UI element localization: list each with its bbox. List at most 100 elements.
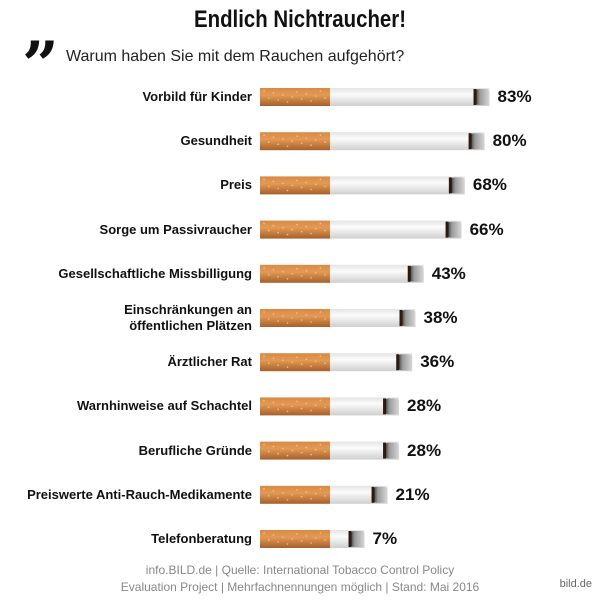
filter-speck <box>300 407 303 410</box>
filter-speck <box>263 178 265 181</box>
filter-speck <box>296 91 298 93</box>
filter-speck <box>282 536 284 538</box>
filter-speck <box>267 495 270 497</box>
filter-speck <box>267 318 270 320</box>
filter-speck <box>263 311 265 313</box>
ember <box>371 486 375 503</box>
filter-speck <box>319 311 322 313</box>
filter-speck <box>291 96 294 98</box>
filter <box>260 176 330 195</box>
filter-speck <box>296 268 298 270</box>
value-label: 7% <box>372 529 398 548</box>
filter-speck <box>277 276 279 278</box>
filter-speck <box>267 450 270 453</box>
filter-speck <box>310 409 312 412</box>
filter-speck <box>319 399 322 402</box>
filter-speck <box>314 183 317 186</box>
bar <box>330 220 462 239</box>
filter-speck <box>305 314 308 316</box>
filter-speck <box>296 356 298 359</box>
filter-speck <box>314 404 317 407</box>
filter-speck <box>267 229 270 232</box>
filter-speck <box>300 451 303 454</box>
category-label: Berufliche Gründe <box>138 442 252 458</box>
category-label: Vorbild für Kinder <box>142 89 252 104</box>
filter-speck <box>277 541 279 543</box>
cigarette <box>260 530 365 548</box>
ember <box>407 265 411 282</box>
ember <box>468 133 472 150</box>
filter-speck <box>324 274 326 276</box>
ember <box>473 89 477 105</box>
filter-speck <box>305 270 308 272</box>
filter-speck <box>291 273 294 275</box>
ember <box>445 221 449 238</box>
filter-speck <box>324 229 326 232</box>
filter-speck <box>272 92 275 94</box>
filter-speck <box>324 450 326 453</box>
filter-speck <box>319 532 322 534</box>
filter-speck <box>305 491 308 493</box>
filter-speck <box>272 401 275 404</box>
filter-speck <box>300 230 303 233</box>
filter <box>260 353 330 372</box>
filter <box>260 309 330 327</box>
cigarette <box>260 132 485 151</box>
filter-speck <box>305 446 308 449</box>
filter-speck <box>272 136 275 138</box>
filter-speck <box>272 357 275 360</box>
filter-speck <box>291 228 294 231</box>
filter-speck <box>300 98 303 100</box>
filter-speck <box>305 535 308 537</box>
value-label: 68% <box>472 175 507 195</box>
filter-speck <box>296 312 298 314</box>
subtitle: Warum haben Sie mit dem Rauchen aufgehör… <box>66 48 405 65</box>
cigarette <box>260 353 413 372</box>
filter-speck <box>291 140 294 142</box>
filter-speck <box>272 180 275 183</box>
filter-speck <box>291 405 294 408</box>
ash <box>475 89 490 105</box>
filter-speck <box>286 410 289 413</box>
filter-speck <box>286 189 289 192</box>
filter-speck <box>310 321 312 323</box>
filter-speck <box>319 443 322 446</box>
bar <box>330 441 400 460</box>
ash <box>350 531 365 547</box>
filter-speck <box>277 320 279 322</box>
footer: Evaluation Project | Mehrfachnennungen m… <box>120 580 480 594</box>
value-label: 43% <box>431 263 466 283</box>
footer: info.BILD.de | Quelle: International Tob… <box>145 563 455 577</box>
filter <box>260 264 330 283</box>
filter-speck <box>282 182 284 185</box>
filter-speck <box>282 492 284 494</box>
filter-speck <box>263 532 265 534</box>
filter-speck <box>296 223 298 226</box>
filter-speck <box>314 360 317 363</box>
value-label: 21% <box>395 484 430 504</box>
filter-speck <box>319 90 322 92</box>
quote-icon: ” <box>22 28 59 103</box>
filter-speck <box>277 187 279 190</box>
filter-speck <box>305 93 308 95</box>
cigarette <box>260 220 462 239</box>
filter-speck <box>282 271 284 273</box>
value-label: 66% <box>469 219 504 239</box>
category-label: Einschränkungen an öffentlichen Plätzen <box>124 302 252 333</box>
filter-speck <box>263 222 265 225</box>
filter-speck <box>314 448 317 451</box>
ember <box>383 398 387 415</box>
ember <box>383 442 387 459</box>
filter-speck <box>277 364 279 367</box>
filter-speck <box>282 138 284 140</box>
filter <box>260 485 330 504</box>
filter-speck <box>310 542 312 544</box>
filter-speck <box>282 315 284 317</box>
filter-speck <box>282 403 284 406</box>
filter-speck <box>286 366 289 369</box>
bar <box>330 176 465 195</box>
filter-speck <box>324 141 326 143</box>
filter-speck <box>272 490 275 492</box>
